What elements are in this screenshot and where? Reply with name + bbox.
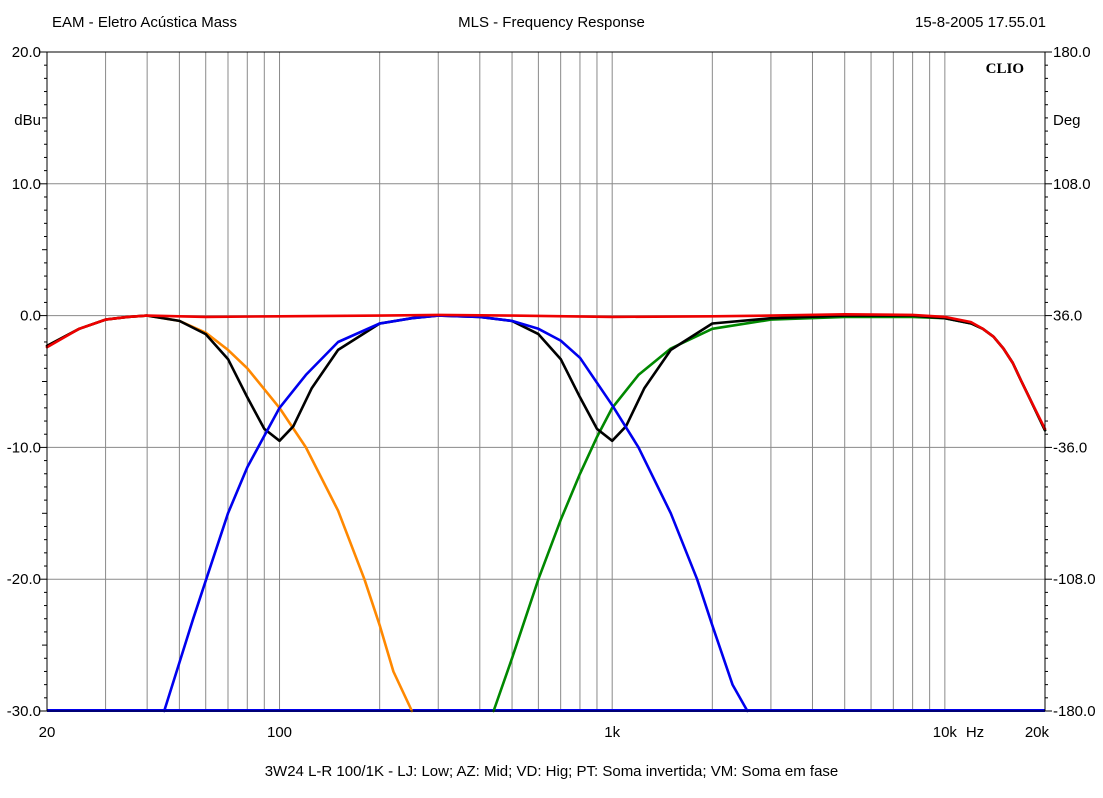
x-axis-tick-label: 1k: [604, 724, 620, 741]
series-low-line: [45, 314, 414, 713]
y-axis-right-tick-label: 180.0: [1053, 44, 1091, 61]
axis-labels: 20.0 10.0 0.0 -10.0 -20.0 -30.0 180.0 108.0 36.0…: [7, 44, 1096, 741]
y-axis-right-tick-label: -180.0: [1053, 703, 1096, 720]
y-axis-left-tick-label: -30.0: [7, 703, 41, 720]
y-axis-left-unit: dBu: [14, 112, 41, 129]
y-axis-left-tick-label: 0.0: [20, 308, 41, 325]
x-axis-tick-label: 20: [39, 724, 56, 741]
grid: [47, 52, 1045, 711]
brand-logo: CLIO: [986, 61, 1024, 77]
series-sum-in_phase-line: [45, 312, 1047, 431]
y-axis-right-tick-label: 36.0: [1053, 308, 1082, 325]
y-axis-right-tick-label: -108.0: [1053, 571, 1096, 588]
y-axis-left-tick-label: -20.0: [7, 571, 41, 588]
series-mid-line: [162, 314, 749, 713]
axis-ticks: [40, 51, 1052, 712]
y-axis-left-tick-label: 20.0: [12, 44, 41, 61]
header-measurement-title: MLS - Frequency Response: [458, 14, 645, 31]
y-axis-right-unit: Deg: [1053, 112, 1081, 129]
x-axis-unit: Hz: [966, 724, 984, 741]
series-high-line: [492, 315, 1047, 713]
y-axis-left-tick-label: 10.0: [12, 176, 41, 193]
header-timestamp: 15-8-2005 17.55.01: [915, 14, 1046, 31]
header-company: EAM - Eletro Acústica Mass: [52, 14, 238, 31]
x-axis-tick-label: 10k: [933, 724, 958, 741]
y-axis-left-tick-label: -10.0: [7, 439, 41, 456]
x-axis-tick-label: 100: [267, 724, 292, 741]
y-axis-right-tick-label: -36.0: [1053, 439, 1087, 456]
y-axis-right-tick-label: 108.0: [1053, 176, 1091, 193]
series-lines: [45, 312, 1047, 713]
x-axis-tick-label: 20k: [1025, 724, 1050, 741]
series-sum-inverted-line: [45, 314, 1047, 443]
chart-caption: 3W24 L-R 100/1K - LJ: Low; AZ: Mid; VD: …: [264, 763, 839, 780]
